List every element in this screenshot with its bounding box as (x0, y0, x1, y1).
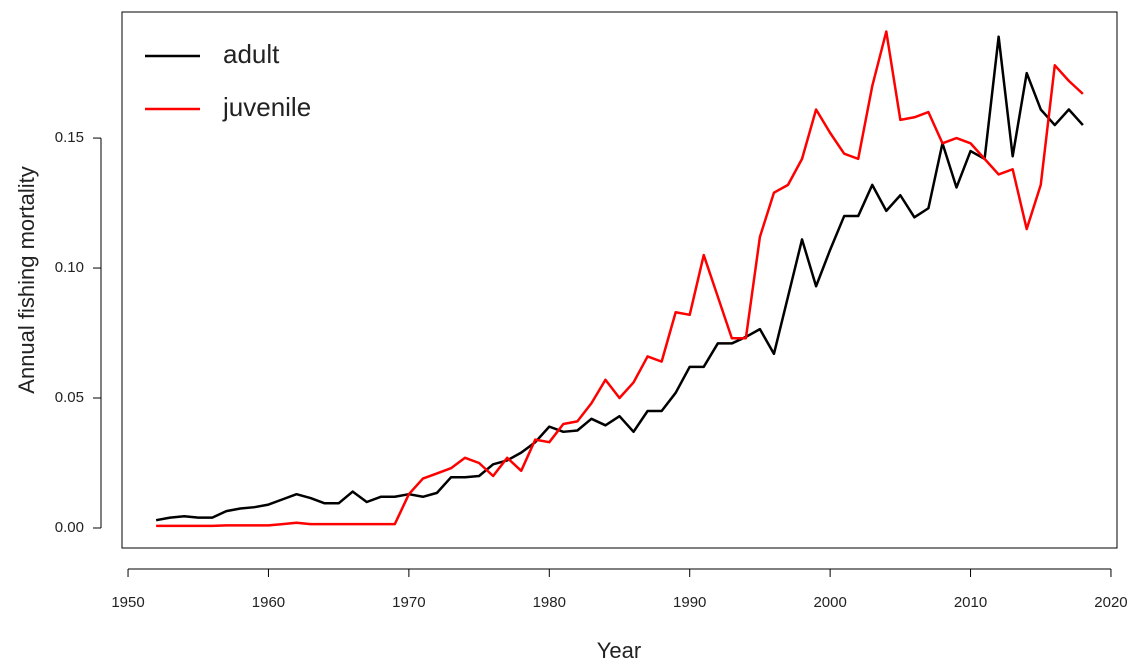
y-tick-label: 0.15 (55, 129, 84, 146)
legend-label: juvenile (222, 92, 311, 122)
plot-frame (121, 11, 1118, 549)
line-series (155, 35, 1084, 522)
x-tick-label: 2000 (813, 594, 846, 611)
x-tick-label: 2010 (954, 594, 987, 611)
x-tick-label: 1990 (673, 594, 706, 611)
x-tick-label: 1950 (111, 594, 144, 611)
legend-label: adult (223, 39, 280, 69)
x-tick-label: 1960 (252, 594, 285, 611)
x-tick-label: 1970 (392, 594, 425, 611)
x-tick-label: 1980 (533, 594, 566, 611)
line-series (156, 30, 1084, 528)
y-tick-label: 0.10 (55, 259, 84, 276)
x-tick-label: 2020 (1094, 594, 1127, 611)
y-tick-label: 0.05 (55, 389, 84, 406)
x-axis-title: Year (597, 638, 641, 663)
y-tick-label: 0.00 (55, 519, 84, 536)
y-axis-title: Annual fishing mortality (14, 166, 39, 393)
